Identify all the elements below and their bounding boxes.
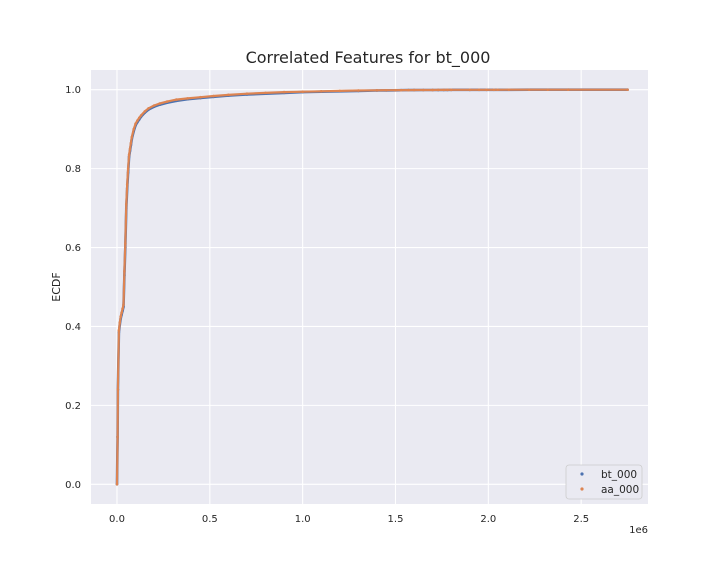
data-point-aa_000 xyxy=(116,435,119,439)
data-point-aa_000 xyxy=(137,116,141,120)
data-point-aa_000 xyxy=(125,183,129,186)
data-point-aa_000 xyxy=(626,88,629,92)
data-point-aa_000 xyxy=(442,88,446,92)
legend-box xyxy=(565,464,643,500)
data-point-aa_000 xyxy=(139,114,143,117)
y-tick-label: 1.0 xyxy=(65,85,81,96)
y-tick-label: 0.2 xyxy=(65,401,81,412)
data-point-aa_000 xyxy=(143,110,147,113)
data-point-aa_000 xyxy=(546,88,550,92)
data-point-aa_000 xyxy=(485,88,488,92)
series-layer xyxy=(115,88,629,486)
x-tick-label: 2.5 xyxy=(573,514,589,525)
data-point-aa_000 xyxy=(118,321,122,324)
x-tick-label: 1.5 xyxy=(388,514,404,525)
data-point-aa_000 xyxy=(127,153,131,157)
data-point-aa_000 xyxy=(227,93,230,97)
data-point-aa_000 xyxy=(407,88,410,92)
x-tick-label: 0.5 xyxy=(202,514,218,525)
data-point-aa_000 xyxy=(134,122,137,125)
data-point-aa_000 xyxy=(124,202,128,206)
legend-label-bt_000: bt_000 xyxy=(601,469,637,481)
data-point-aa_000 xyxy=(431,88,434,92)
data-point-aa_000 xyxy=(126,167,130,170)
data-point-aa_000 xyxy=(165,100,169,103)
data-point-aa_000 xyxy=(436,88,440,92)
data-point-aa_000 xyxy=(123,269,126,273)
data-point-aa_000 xyxy=(212,94,215,98)
data-point-aa_000 xyxy=(132,127,136,131)
data-point-aa_000 xyxy=(477,88,481,92)
x-tick-label: 1.0 xyxy=(295,514,311,525)
data-point-aa_000 xyxy=(375,89,379,92)
data-point-aa_000 xyxy=(129,141,133,145)
data-point-aa_000 xyxy=(120,311,123,314)
y-tick-label: 0.0 xyxy=(65,480,81,491)
data-point-aa_000 xyxy=(199,95,202,99)
data-point-aa_000 xyxy=(449,88,453,92)
data-point-aa_000 xyxy=(116,388,120,391)
data-point-aa_000 xyxy=(357,89,360,92)
data-point-aa_000 xyxy=(412,88,416,92)
data-point-aa_000 xyxy=(264,91,267,95)
series-aa_000 xyxy=(115,88,629,486)
data-point-aa_000 xyxy=(152,104,156,107)
data-point-aa_000 xyxy=(301,90,304,93)
data-point-aa_000 xyxy=(121,307,124,311)
data-point-aa_000 xyxy=(468,88,472,92)
data-point-aa_000 xyxy=(186,97,189,100)
data-point-aa_000 xyxy=(319,90,323,93)
y-tick-label: 0.6 xyxy=(65,243,81,254)
data-point-aa_000 xyxy=(399,88,403,92)
data-point-aa_000 xyxy=(122,303,125,307)
legend-label-aa_000: aa_000 xyxy=(601,484,639,496)
data-point-aa_000 xyxy=(527,88,531,92)
legend-marker-bt_000 xyxy=(580,472,584,476)
x-tick-label: 2.0 xyxy=(480,514,496,525)
data-point-aa_000 xyxy=(119,315,123,318)
grid-lines xyxy=(91,70,648,504)
x-offset-label: 1e6 xyxy=(629,525,648,536)
y-tick-label: 0.8 xyxy=(65,164,81,175)
data-point-aa_000 xyxy=(394,88,397,92)
data-point-aa_000 xyxy=(422,88,425,92)
data-point-aa_000 xyxy=(446,88,449,92)
y-axis-label: ECDF xyxy=(50,272,63,301)
x-tick-label: 0.0 xyxy=(109,514,125,525)
data-point-aa_000 xyxy=(124,242,127,245)
data-point-aa_000 xyxy=(158,102,161,105)
data-point-aa_000 xyxy=(117,329,121,332)
data-point-aa_000 xyxy=(245,92,249,95)
y-tick-label: 0.4 xyxy=(65,322,81,333)
chart-title: Correlated Features for bt_000 xyxy=(246,48,491,68)
data-point-aa_000 xyxy=(282,90,286,94)
plot-area xyxy=(91,70,648,504)
data-point-aa_000 xyxy=(384,88,388,92)
tick-labels: 0.0 0.5 1.0 1.5 2.0 2.5 0.0 0.2 0.4 0.6 0.8 1.0 xyxy=(65,85,589,525)
data-point-aa_000 xyxy=(136,119,139,122)
legend: bt_000 aa_000 xyxy=(565,464,643,500)
data-point-aa_000 xyxy=(130,135,134,139)
data-point-aa_000 xyxy=(115,482,119,486)
data-point-aa_000 xyxy=(147,106,150,110)
data-point-aa_000 xyxy=(496,88,499,92)
data-point-aa_000 xyxy=(492,88,496,92)
data-point-aa_000 xyxy=(507,88,511,92)
data-point-aa_000 xyxy=(175,98,178,101)
data-point-aa_000 xyxy=(128,147,132,151)
data-point-aa_000 xyxy=(566,88,570,92)
legend-marker-aa_000 xyxy=(580,487,584,491)
data-point-aa_000 xyxy=(338,89,342,93)
